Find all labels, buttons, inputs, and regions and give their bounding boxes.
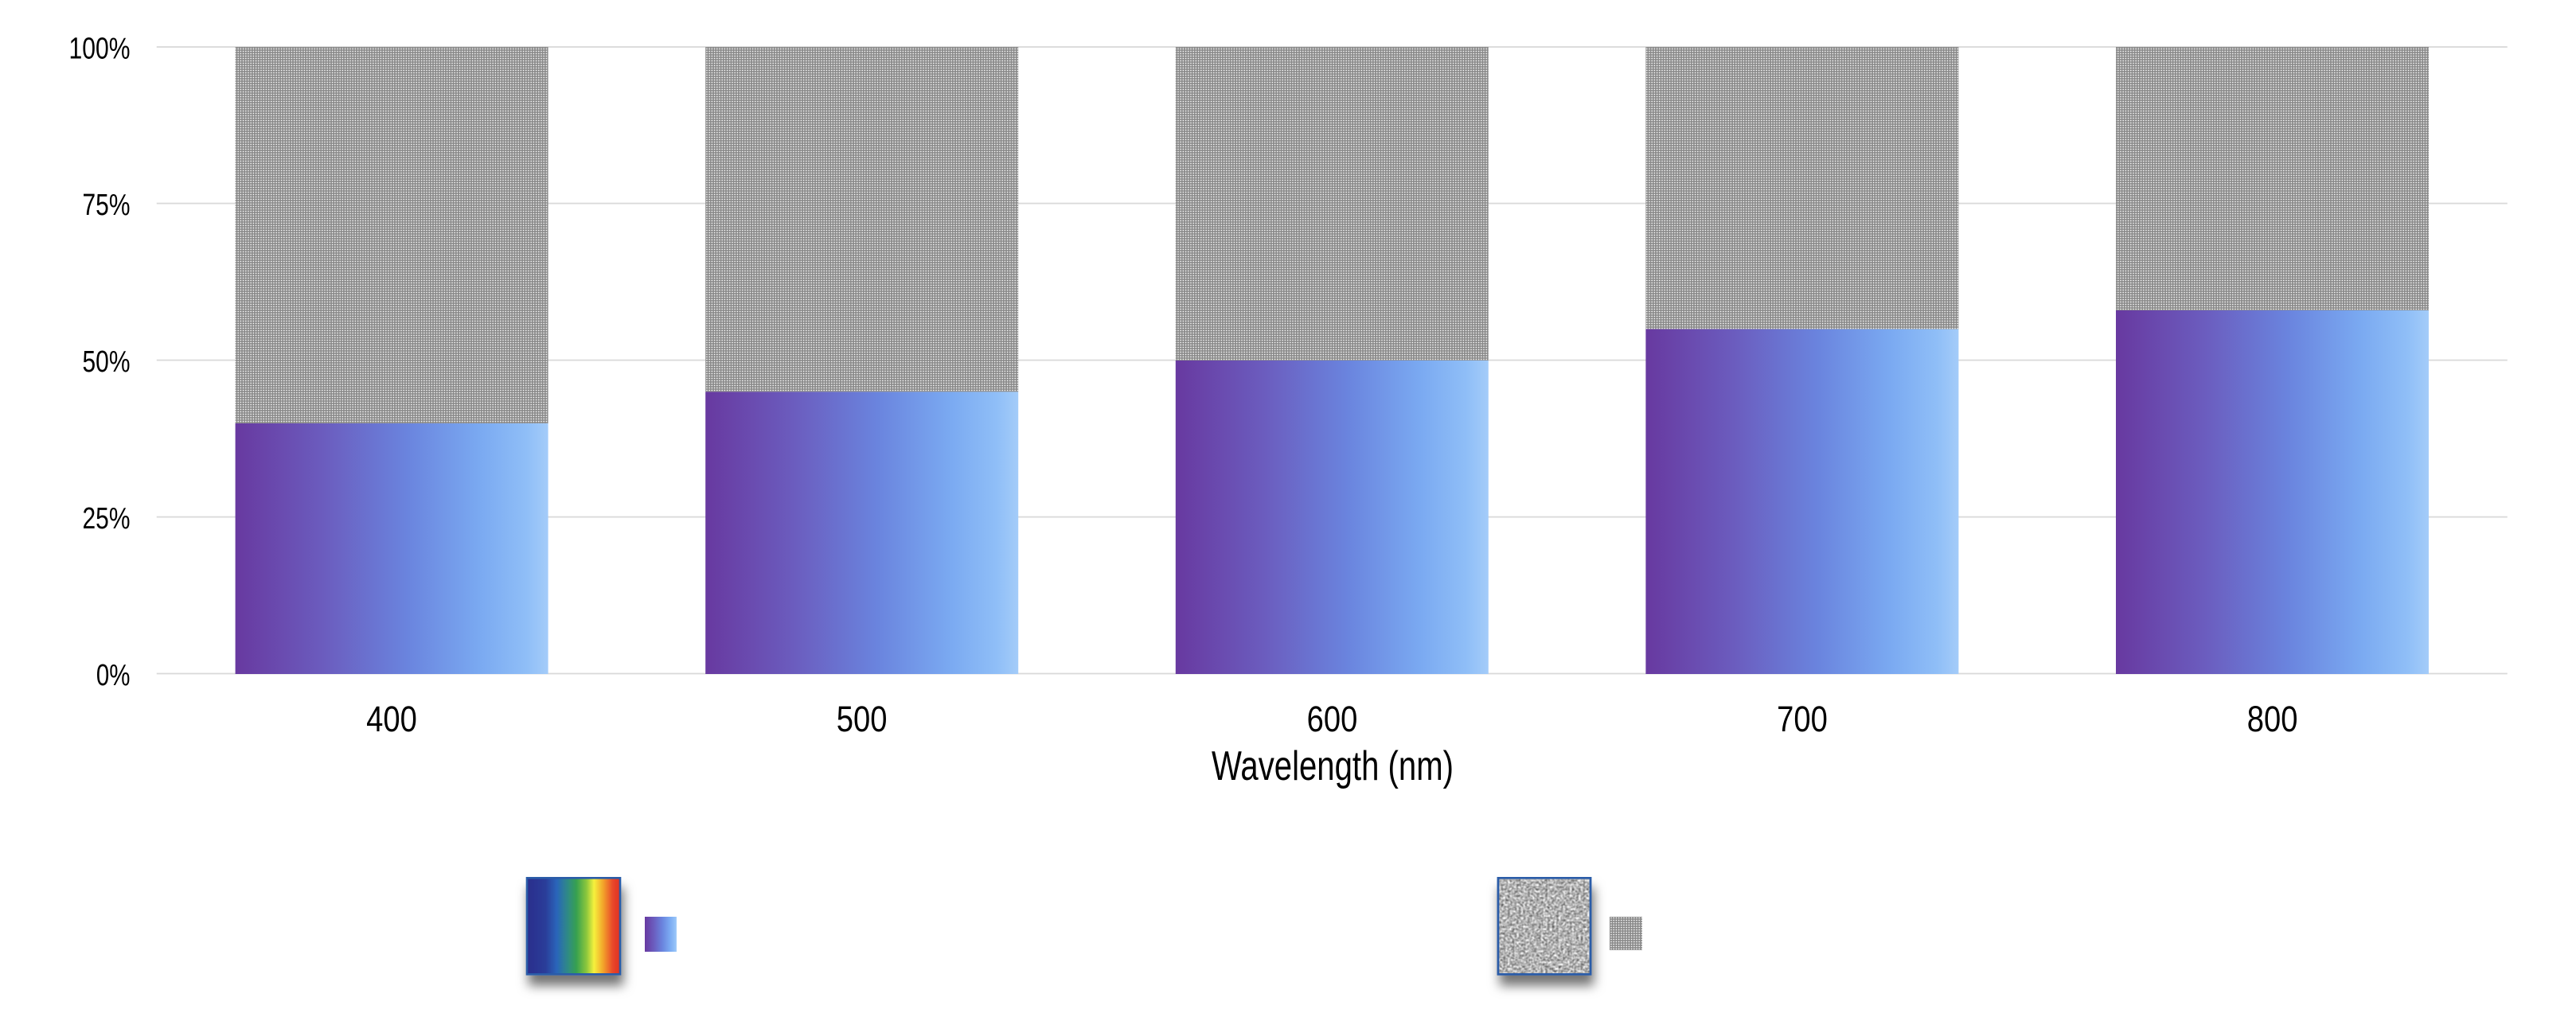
svg-text:50%: 50%	[83, 345, 131, 379]
svg-text:700: 700	[1777, 699, 1828, 739]
svg-text:100%: 100%	[69, 32, 131, 66]
svg-text:25%: 25%	[83, 501, 131, 536]
svg-text:400: 400	[366, 699, 417, 739]
svg-text:500: 500	[837, 699, 888, 739]
svg-text:600: 600	[1307, 699, 1358, 739]
svg-text:0%: 0%	[96, 658, 131, 692]
svg-text:Wavelength (nm): Wavelength (nm)	[1212, 743, 1454, 789]
svg-text:800: 800	[2247, 699, 2298, 739]
svg-text:75%: 75%	[83, 188, 131, 222]
